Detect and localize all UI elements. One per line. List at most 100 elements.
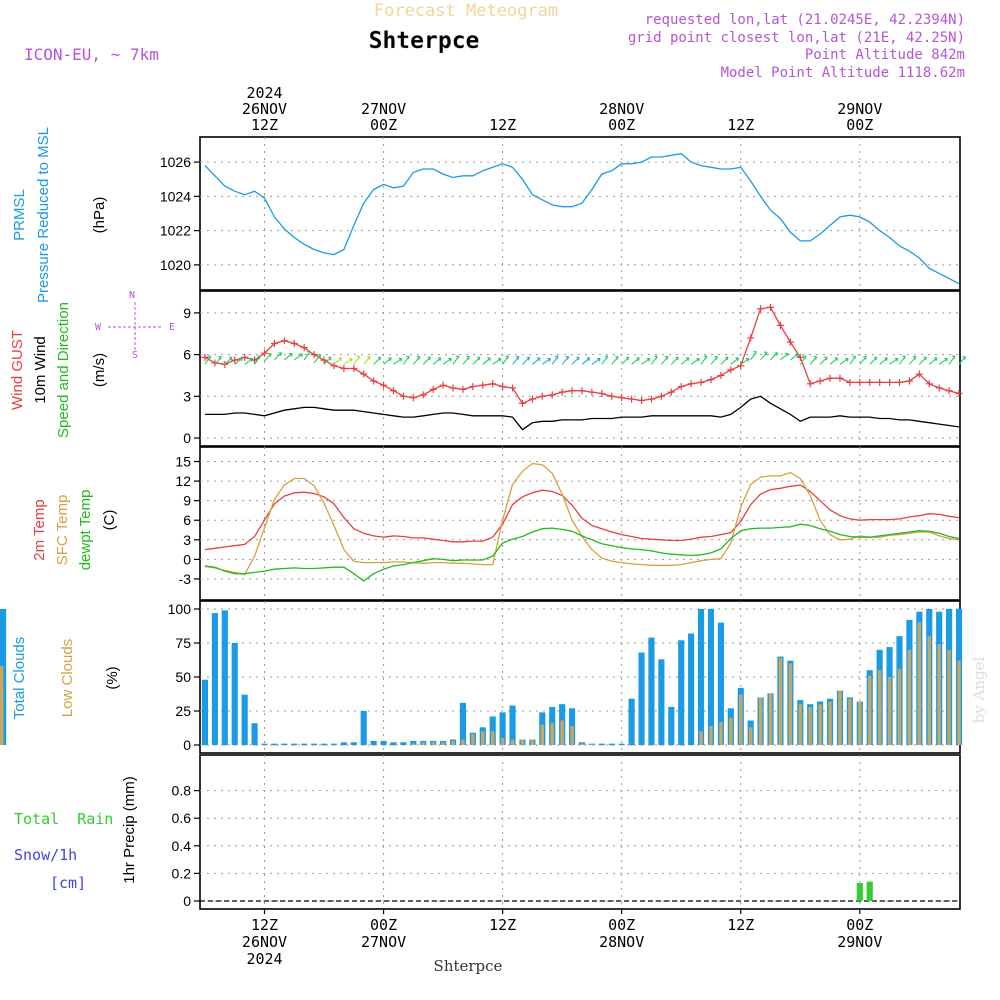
top-time-label: 29NOV (837, 100, 882, 118)
temperature-series-2 (204, 523, 960, 582)
precip-frame (199, 754, 961, 910)
low-cloud-bar (401, 745, 406, 746)
gust-point (786, 338, 794, 346)
gust-point (479, 381, 487, 389)
wind-arrow (581, 357, 591, 365)
low-cloud-bar (907, 649, 912, 745)
low-cloud-bar (381, 745, 386, 746)
low-cloud-bar (371, 745, 376, 746)
wind-arrow (333, 357, 342, 365)
wind-arrowhead (497, 358, 502, 362)
gust-point (389, 387, 397, 395)
wind-arrowhead (625, 356, 630, 361)
wind-arrowhead (615, 356, 619, 360)
gust-point (360, 370, 368, 378)
top-time-label: 28NOV (599, 100, 644, 118)
gust-point (776, 321, 784, 329)
wind-arrowhead (795, 353, 800, 358)
cloud-labels: Total Clouds Low Clouds (%) (11, 637, 121, 720)
low-cloud-bar (739, 694, 743, 745)
wind-unit: (m/s) (91, 353, 108, 387)
low-cloud-bar (342, 745, 346, 746)
wind-arrowhead (803, 355, 807, 360)
low-cloud-bar (252, 745, 257, 746)
gust-point (866, 378, 874, 386)
low-cloud-bar (312, 745, 316, 746)
wind-arrowhead (207, 355, 212, 360)
low-cloud-bar (649, 745, 654, 746)
total-cloud-bar (678, 640, 685, 745)
total-cloud-bar (350, 742, 357, 745)
total-cloud-bar (697, 609, 705, 745)
low-cloud-bar (669, 745, 673, 746)
wind-arrow (313, 354, 321, 363)
low-cloud-bar (362, 745, 366, 746)
wind-arrow (809, 356, 818, 365)
wind-arrowhead (228, 356, 233, 361)
wind-arrow (859, 356, 867, 365)
gust-point (261, 349, 269, 357)
wind-arrow (938, 358, 948, 365)
low-cloud-bar (887, 677, 892, 745)
wind-arrowhead (636, 357, 640, 362)
temperature-ytick-label: -3 (179, 571, 192, 587)
top-time-label: 00Z (846, 116, 873, 134)
wind-arrowhead (685, 357, 690, 362)
wind-arrowhead (537, 357, 541, 362)
temp-unit: (C) (101, 510, 118, 531)
low-cloud-bar (292, 745, 296, 746)
wind-ytick-label: 0 (183, 430, 191, 446)
temperature-ytick-label: 12 (175, 473, 191, 489)
total-cloud-bar (291, 743, 298, 745)
low-cloud-bar (639, 745, 644, 746)
bottom-time-label: 27NOV (361, 933, 406, 951)
total-cloud-bar (707, 609, 715, 745)
gust-point (767, 303, 775, 311)
low-cloud-bar (451, 740, 455, 745)
gust-point (399, 392, 407, 400)
wind-arrowhead (338, 357, 343, 362)
total-cloud-bar (231, 643, 238, 745)
wind-ytick-label: 9 (183, 305, 191, 321)
pressure-ytick-label: 1026 (160, 154, 191, 170)
wind-arrowhead (398, 358, 403, 362)
total-cloud-bar (618, 743, 625, 745)
wind-arrowhead (834, 357, 839, 362)
bottom-time-label: 28NOV (599, 933, 644, 951)
gust-point (489, 380, 497, 388)
gust-point (826, 374, 834, 382)
total-cloud-bar (241, 694, 248, 745)
total-cloud-bar (688, 633, 695, 745)
wind-arrowhead (317, 354, 322, 359)
app-title: Forecast Meteogram (374, 1, 558, 21)
gust-point (687, 380, 695, 388)
low-cloud-bar (500, 738, 505, 745)
low-cloud-bar (213, 745, 217, 746)
gust-point (618, 394, 626, 402)
compass-n: N (129, 290, 135, 301)
gust-point (270, 339, 278, 347)
top-time-label: 26NOV (242, 100, 287, 118)
temperature-ytick-label: 15 (175, 454, 191, 470)
wind-arrowhead (951, 355, 956, 360)
cloud-unit: (%) (104, 666, 121, 689)
low-cloud-bar (441, 742, 445, 745)
low-cloud-bar (570, 725, 574, 745)
pressure-ytick-label: 1022 (160, 223, 191, 239)
wind-arrow (839, 358, 849, 365)
gust-point (628, 395, 636, 403)
low-cloud-bar (917, 622, 922, 745)
low-cloud-bar (629, 745, 634, 746)
wind-arrowhead (299, 353, 303, 358)
precip-ytick-label: 0.4 (172, 838, 192, 854)
wind-arrowhead (239, 357, 243, 362)
gust-point (915, 370, 923, 378)
low-cloud-bar (560, 720, 564, 745)
wind-arrowhead (714, 356, 718, 360)
wind-arrow (214, 356, 222, 365)
total-cloud-bar (281, 743, 288, 745)
low-cloud-bar (877, 670, 882, 745)
low-cloud-bar (332, 745, 336, 746)
